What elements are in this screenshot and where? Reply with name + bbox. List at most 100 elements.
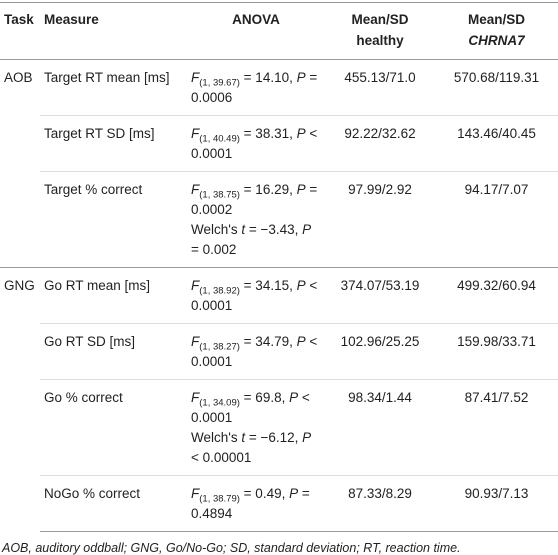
healthy-cell: 98.34/1.44 [325, 379, 435, 476]
header-cell: Measure [40, 2, 187, 60]
italic-text: P [302, 430, 312, 445]
cell-line: F(1, 38.79) = 0.49, P = 0.4894 [191, 484, 321, 524]
subscript: (1, 38.79) [199, 493, 240, 505]
anova-cell: F(1, 38.75) = 16.29, P = 0.0002 Welch's t… [187, 171, 325, 268]
italic-text: P [296, 334, 306, 349]
anova-cell: F(1, 34.09) = 69.8, P < 0.0001 Welch's t … [187, 379, 325, 476]
cell-line: F(1, 38.92) = 34.15, P < 0.0001 [191, 276, 321, 316]
text-run: ANOVA [232, 12, 280, 27]
healthy-cell: 374.07/53.19 [325, 267, 435, 324]
italic-text: P [296, 182, 306, 197]
text-run: = 0.0006 [191, 70, 318, 105]
footnote: AOB, auditory oddball; GNG, Go/No-Go; SD… [2, 541, 461, 555]
measure-cell: Target RT SD [ms] [40, 115, 187, 172]
table-row: Go RT SD [ms] F(1, 38.27) = 34.79, P < 0.… [0, 323, 558, 380]
text-run: = 38.31, [239, 126, 297, 141]
text-run: Task [4, 12, 34, 27]
cell-line: F(1, 34.09) = 69.8, P < 0.0001 [191, 388, 321, 428]
italic-text: P [289, 390, 299, 405]
table-row: Target % correct F(1, 38.75) = 16.29, P =… [0, 171, 558, 268]
italic-text: F [191, 334, 200, 349]
healthy-cell: 87.33/8.29 [325, 475, 435, 532]
italic-text: F [191, 126, 200, 141]
text-run: = 34.79, [239, 334, 297, 349]
header-row: Task Measure ANOVA Mean/SD healthy Mean/SD CHR… [0, 2, 558, 60]
text-run: = 14.10, [239, 70, 297, 85]
text-run: = 0.4894 [191, 486, 310, 521]
cell-line: F(1, 40.49) = 38.31, P < 0.0001 [191, 124, 321, 164]
measure-cell: Target RT mean [ms] [44, 70, 170, 85]
healthy-cell: 92.22/32.62 [325, 115, 435, 172]
data-table: Task Measure ANOVA Mean/SD healthy Mean/SD CHR… [0, 2, 558, 532]
measure-cell: Go % correct [40, 379, 187, 476]
cell-line: ANOVA [191, 9, 321, 30]
table-row: Go % correct F(1, 34.09) = 69.8, P < 0.00… [0, 379, 558, 476]
text-run: = 0.0002 [191, 182, 318, 217]
measure-cell: Go RT SD [ms] [40, 323, 187, 380]
chrna7-cell: 499.32/60.94 [435, 267, 558, 324]
chrna7-cell: 94.17/7.07 [435, 171, 558, 268]
italic-text: F [191, 182, 200, 197]
text-run: Mean/SD [351, 12, 409, 27]
italic-text: P [296, 70, 306, 85]
cell-line: healthy [329, 30, 431, 51]
table-row: GNG Go RT mean [ms] F(1, 38.92) = 34.15, P… [0, 267, 558, 532]
header-cell: Mean/SD CHRNA7 [435, 2, 558, 60]
text-run: Welch's [191, 222, 242, 237]
subscript: (1, 40.49) [199, 133, 240, 145]
text-run: = 0.002 [191, 242, 237, 257]
anova-cell: F(1, 40.49) = 38.31, P < 0.0001 [187, 115, 325, 172]
measure-cell: NoGo % correct [40, 475, 187, 532]
healthy-cell: 97.99/2.92 [325, 171, 435, 268]
cell-line: Task [4, 9, 36, 30]
header-cell: ANOVA [187, 2, 325, 60]
anova-cell: F(1, 39.67) = 14.10, P = 0.0006 [187, 60, 325, 116]
cell-line: Welch's t = −3.43, P = 0.002 [191, 220, 321, 260]
italic-text: P [296, 278, 306, 293]
anova-cell: F(1, 38.92) = 34.15, P < 0.0001 [187, 267, 325, 324]
text-run: Welch's [191, 430, 242, 445]
cell-line: F(1, 38.75) = 16.29, P = 0.0002 [191, 180, 321, 220]
italic-text: F [191, 278, 200, 293]
text-run: Mean/SD [467, 12, 525, 27]
table-row: AOB Target RT mean [ms] F(1, 39.67) = 14.1… [0, 60, 558, 116]
subscript: (1, 38.92) [199, 285, 240, 297]
subscript: (1, 39.67) [199, 77, 240, 89]
text-run: < 0.0001 [191, 334, 318, 369]
header-cell: Mean/SD healthy [325, 2, 435, 60]
chrna7-cell: 143.46/40.45 [435, 115, 558, 172]
cell-line: Mean/SD [329, 9, 431, 30]
italic-text: F [191, 390, 200, 405]
italic-text: CHRNA7 [468, 33, 525, 48]
italic-text: F [191, 70, 200, 85]
anova-cell: F(1, 38.27) = 34.79, P < 0.0001 [187, 323, 325, 380]
task-cell: GNG [0, 267, 40, 532]
task-cell: AOB [4, 70, 33, 85]
chrna7-cell: 570.68/119.31 [453, 70, 540, 85]
healthy-cell: 102.96/25.25 [325, 323, 435, 380]
anova-cell: F(1, 38.79) = 0.49, P = 0.4894 [187, 475, 325, 532]
cell-line: Welch's t = −6.12, P < 0.00001 [191, 428, 321, 468]
group: GNG Go RT mean [ms] F(1, 38.92) = 34.15, P… [0, 267, 558, 532]
text-run: = 16.29, [239, 182, 297, 197]
text-run: = 69.8, [239, 390, 290, 405]
text-run: < 0.0001 [191, 278, 318, 313]
italic-text: P [289, 486, 299, 501]
chrna7-cell: 90.93/7.13 [435, 475, 558, 532]
header-cell: Task [0, 2, 40, 60]
chrna7-cell: 159.98/33.71 [435, 323, 558, 380]
italic-text: t [241, 222, 246, 237]
chrna7-cell: 87.41/7.52 [435, 379, 558, 476]
cell-line: Mean/SD [439, 9, 554, 30]
cell-line: F(1, 39.67) = 14.10, P = 0.0006 [191, 68, 321, 108]
text-run: healthy [356, 33, 404, 48]
measure-cell: Target % correct [40, 171, 187, 268]
italic-text: F [191, 486, 200, 501]
cell-line: CHRNA7 [439, 30, 554, 51]
healthy-cell: 455.13/71.0 [344, 70, 416, 85]
cell-line: Measure [44, 9, 183, 30]
measure-cell: Go RT mean [ms] [40, 267, 187, 324]
table-row: Target RT SD [ms] F(1, 40.49) = 38.31, P … [0, 115, 558, 172]
text-run: = −3.43, [245, 222, 303, 237]
